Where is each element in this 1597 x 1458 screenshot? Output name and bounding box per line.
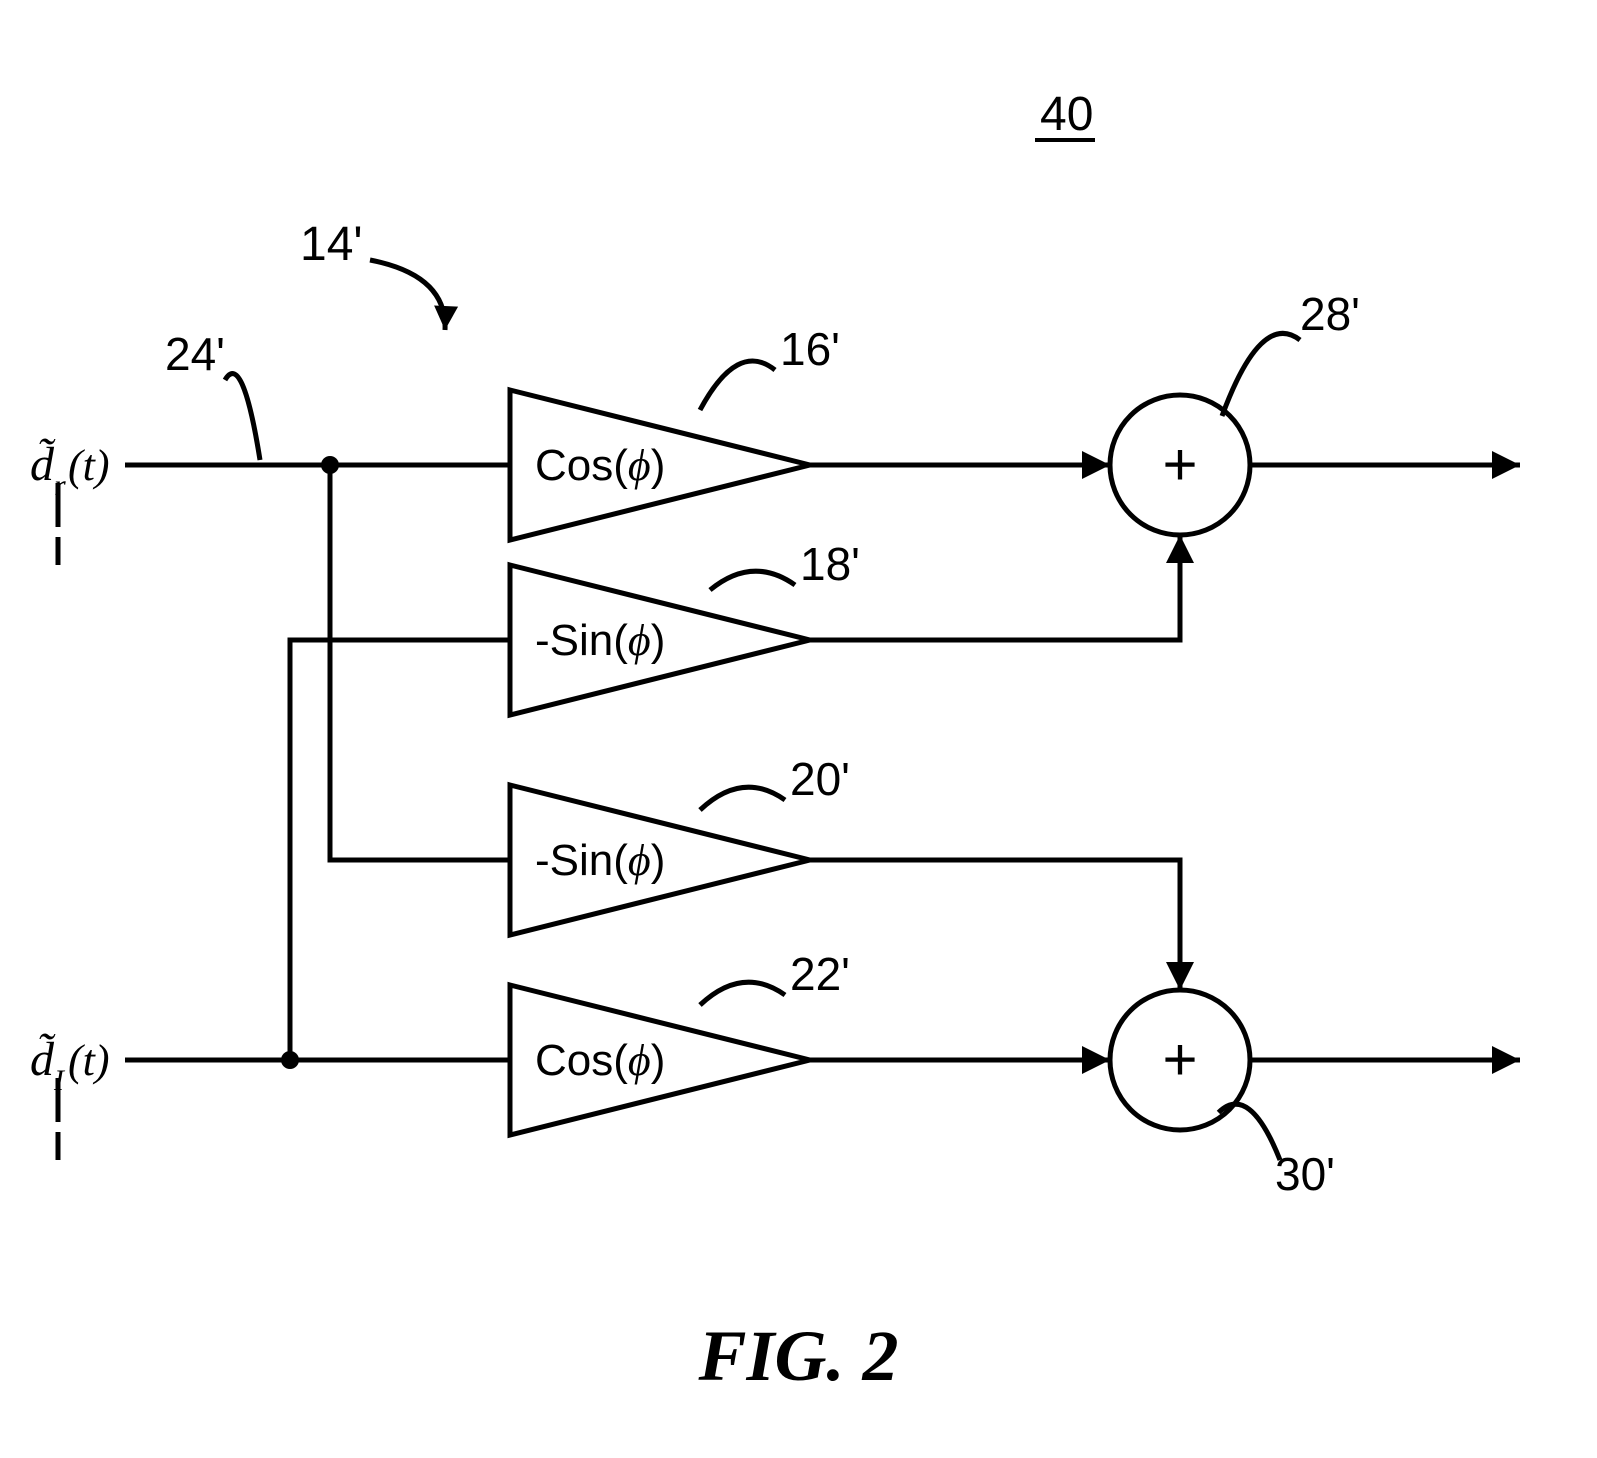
ref-28: 28' [1300,288,1360,340]
amp-16-label: Cos(ϕ) [535,441,665,490]
sum-30-plus: + [1162,1026,1197,1093]
input-bottom-label: d̃I(t) [30,1032,110,1097]
svg-text:d̃: d̃ [30,437,56,491]
amp-18-label: -Sin(ϕ) [535,616,665,665]
figure-caption: FIG. 2 [697,1316,898,1396]
ref-24: 24' [165,328,225,380]
ref-16: 16' [780,323,840,375]
ref-14: 14' [300,218,363,271]
ref-22: 22' [790,948,850,1000]
ref-40: 40 [1040,88,1093,141]
amp-22-label: Cos(ϕ) [535,1036,665,1085]
ref-30: 30' [1275,1148,1335,1200]
svg-text:d̃: d̃ [30,1032,56,1086]
ref-20: 20' [790,753,850,805]
ref-18: 18' [800,538,860,590]
amp-20-label: -Sin(ϕ) [535,836,665,885]
svg-text:(t): (t) [68,441,110,490]
svg-text:(t): (t) [68,1036,110,1085]
input-top-label: d̃r(t) [30,437,110,502]
sum-28-plus: + [1162,431,1197,498]
diagram-canvas: Cos(ϕ) -Sin(ϕ) -Sin(ϕ) Cos(ϕ) + + d̃r(t) d̃I(t)… [0,0,1597,1458]
